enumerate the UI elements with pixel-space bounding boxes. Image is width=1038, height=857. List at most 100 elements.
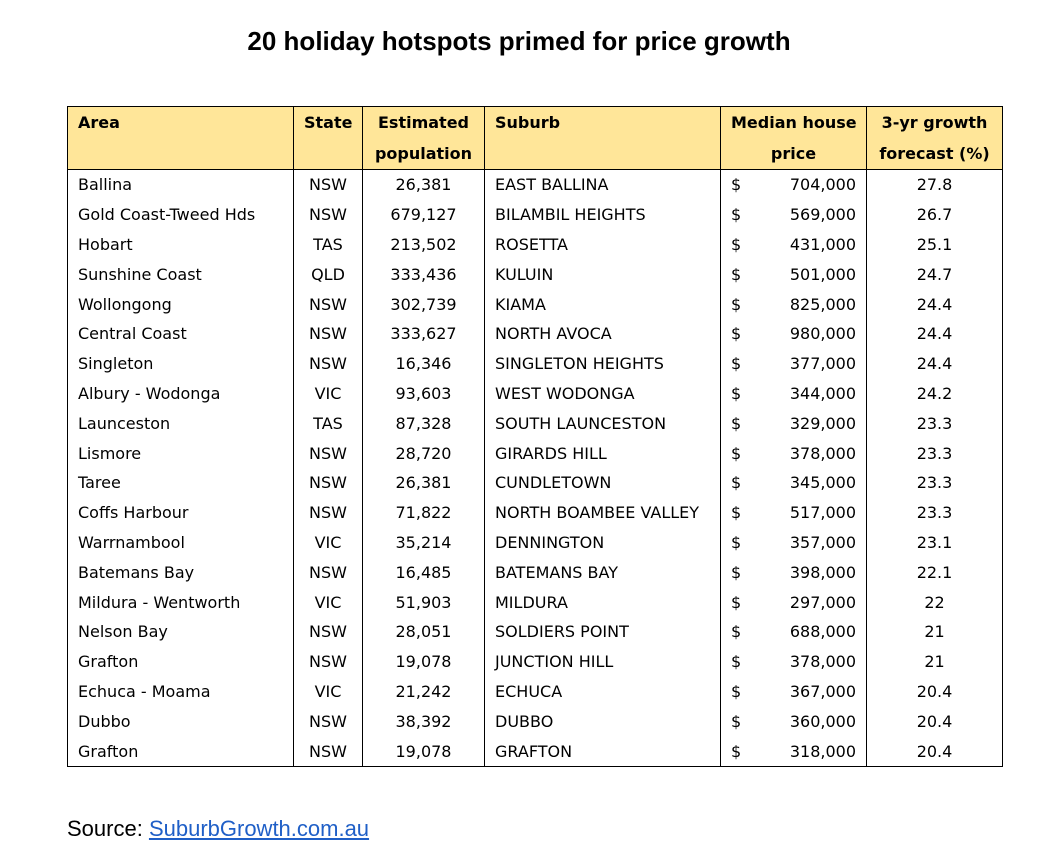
cell-growth: 26.7 — [866, 199, 1003, 230]
cell-suburb: BATEMANS BAY — [484, 557, 721, 588]
price-value: 825,000 — [789, 294, 856, 314]
cell-population: 16,346 — [362, 348, 485, 379]
header-suburb: Suburb — [484, 106, 721, 138]
currency-symbol: $ — [731, 532, 742, 552]
cell-suburb: JUNCTION HILL — [484, 646, 721, 677]
cell-growth: 24.4 — [866, 289, 1003, 319]
cell-suburb: CUNDLETOWN — [484, 467, 721, 498]
cell-suburb: SOLDIERS POINT — [484, 616, 721, 647]
cell-state: NSW — [293, 199, 363, 230]
cell-state: NSW — [293, 497, 363, 528]
cell-growth: 20.4 — [866, 736, 1003, 767]
price-value: 980,000 — [789, 324, 856, 344]
table-row: Sunshine Coast QLD 333,436 KULUIN $501,000 24… — [67, 259, 1003, 290]
price-value: 329,000 — [789, 413, 856, 433]
price-value: 367,000 — [789, 681, 856, 701]
cell-price: $377,000 — [720, 348, 867, 379]
currency-symbol: $ — [731, 383, 742, 403]
table-row: Singleton NSW 16,346 SINGLETON HEIGHTS $377,… — [67, 348, 1003, 379]
table-row: Ballina NSW 26,381 EAST BALLINA $704,000 27.8 — [67, 169, 1003, 200]
header-growth: 3-yr growth — [866, 106, 1003, 138]
cell-suburb: KULUIN — [484, 259, 721, 290]
cell-growth: 24.4 — [866, 318, 1003, 349]
header-price: Median house — [720, 106, 867, 138]
cell-growth: 24.2 — [866, 378, 1003, 409]
currency-symbol: $ — [731, 324, 742, 344]
cell-suburb: SINGLETON HEIGHTS — [484, 348, 721, 379]
table-row: Hobart TAS 213,502 ROSETTA $431,000 25.1 — [67, 229, 1003, 260]
price-value: 704,000 — [789, 175, 856, 195]
cell-price: $297,000 — [720, 587, 867, 617]
cell-population: 26,381 — [362, 467, 485, 498]
currency-symbol: $ — [731, 681, 742, 701]
cell-suburb: WEST WODONGA — [484, 378, 721, 409]
currency-symbol: $ — [731, 234, 742, 254]
price-value: 398,000 — [789, 562, 856, 582]
cell-state: TAS — [293, 408, 363, 439]
header-area-2 — [67, 138, 294, 170]
cell-price: $360,000 — [720, 706, 867, 737]
hotspots-table: Area State Estimated Suburb Median house… — [67, 106, 1003, 767]
cell-area: Hobart — [67, 229, 294, 260]
cell-suburb: ECHUCA — [484, 676, 721, 707]
price-value: 688,000 — [789, 622, 856, 642]
price-value: 517,000 — [789, 503, 856, 523]
cell-population: 87,328 — [362, 408, 485, 439]
cell-price: $378,000 — [720, 438, 867, 468]
price-value: 501,000 — [789, 264, 856, 284]
cell-state: NSW — [293, 467, 363, 498]
price-value: 345,000 — [789, 473, 856, 493]
cell-state: NSW — [293, 557, 363, 588]
source-label: Source: — [67, 816, 149, 841]
cell-area: Albury - Wodonga — [67, 378, 294, 409]
table-row: Grafton NSW 19,078 JUNCTION HILL $378,000 21 — [67, 646, 1003, 677]
cell-growth: 23.3 — [866, 497, 1003, 528]
cell-area: Sunshine Coast — [67, 259, 294, 290]
cell-area: Grafton — [67, 646, 294, 677]
cell-state: NSW — [293, 438, 363, 468]
cell-growth: 20.4 — [866, 706, 1003, 737]
cell-population: 16,485 — [362, 557, 485, 588]
cell-growth: 23.3 — [866, 408, 1003, 439]
currency-symbol: $ — [731, 413, 742, 433]
header-population: Estimated — [362, 106, 485, 138]
cell-population: 333,627 — [362, 318, 485, 349]
cell-population: 333,436 — [362, 259, 485, 290]
table-row: Nelson Bay NSW 28,051 SOLDIERS POINT $688,00… — [67, 616, 1003, 647]
cell-state: TAS — [293, 229, 363, 260]
cell-area: Warrnambool — [67, 527, 294, 558]
price-value: 377,000 — [789, 354, 856, 374]
header-state: State — [293, 106, 363, 138]
cell-state: VIC — [293, 378, 363, 409]
currency-symbol: $ — [731, 622, 742, 642]
price-value: 318,000 — [789, 741, 856, 761]
table-row: Taree NSW 26,381 CUNDLETOWN $345,000 23.3 — [67, 467, 1003, 498]
price-value: 357,000 — [789, 532, 856, 552]
cell-price: $688,000 — [720, 616, 867, 647]
cell-growth: 21 — [866, 646, 1003, 677]
currency-symbol: $ — [731, 503, 742, 523]
cell-area: Echuca - Moama — [67, 676, 294, 707]
cell-state: NSW — [293, 706, 363, 737]
cell-population: 71,822 — [362, 497, 485, 528]
table-row: Albury - Wodonga VIC 93,603 WEST WODONGA $34… — [67, 378, 1003, 409]
source-link[interactable]: SuburbGrowth.com.au — [148, 816, 370, 841]
currency-symbol: $ — [731, 473, 742, 493]
cell-suburb: MILDURA — [484, 587, 721, 617]
cell-state: NSW — [293, 318, 363, 349]
table-row: Echuca - Moama VIC 21,242 ECHUCA $367,000 20.… — [67, 676, 1003, 707]
header-row-1: Area State Estimated Suburb Median house… — [67, 106, 1003, 138]
cell-growth: 23.3 — [866, 438, 1003, 468]
cell-suburb: BILAMBIL HEIGHTS — [484, 199, 721, 230]
cell-state: NSW — [293, 289, 363, 319]
currency-symbol: $ — [731, 354, 742, 374]
cell-population: 302,739 — [362, 289, 485, 319]
source-note: Source: SuburbGrowth.com.au — [67, 816, 369, 842]
cell-area: Coffs Harbour — [67, 497, 294, 528]
currency-symbol: $ — [731, 711, 742, 731]
table-row: Batemans Bay NSW 16,485 BATEMANS BAY $398,00… — [67, 557, 1003, 588]
cell-population: 35,214 — [362, 527, 485, 558]
cell-price: $367,000 — [720, 676, 867, 707]
cell-growth: 27.8 — [866, 169, 1003, 200]
cell-area: Gold Coast-Tweed Hds — [67, 199, 294, 230]
